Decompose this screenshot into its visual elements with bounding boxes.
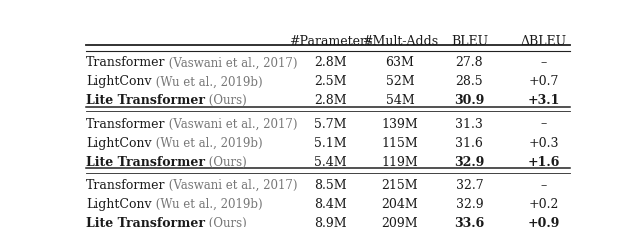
Text: LightConv: LightConv <box>86 197 152 210</box>
Text: 31.6: 31.6 <box>456 136 483 149</box>
Text: 2.8M: 2.8M <box>314 94 347 107</box>
Text: 115M: 115M <box>381 136 419 149</box>
Text: (Wu et al., 2019b): (Wu et al., 2019b) <box>152 75 262 88</box>
Text: +0.2: +0.2 <box>529 197 559 210</box>
Text: –: – <box>541 178 547 191</box>
Text: 30.9: 30.9 <box>454 94 484 107</box>
Text: (Wu et al., 2019b): (Wu et al., 2019b) <box>152 136 262 149</box>
Text: Lite Transformer: Lite Transformer <box>86 155 205 168</box>
Text: +0.3: +0.3 <box>529 136 559 149</box>
Text: BLEU: BLEU <box>451 35 488 48</box>
Text: 215M: 215M <box>381 178 418 191</box>
Text: Lite Transformer: Lite Transformer <box>86 216 205 227</box>
Text: 31.3: 31.3 <box>456 117 483 130</box>
Text: #Mult-Adds: #Mult-Adds <box>362 35 438 48</box>
Text: #Parameters: #Parameters <box>289 35 372 48</box>
Text: LightConv: LightConv <box>86 75 152 88</box>
Text: –: – <box>541 117 547 130</box>
Text: LightConv: LightConv <box>86 136 152 149</box>
Text: 52M: 52M <box>386 75 414 88</box>
Text: Transformer: Transformer <box>86 56 166 69</box>
Text: 8.5M: 8.5M <box>314 178 347 191</box>
Text: +0.9: +0.9 <box>527 216 560 227</box>
Text: (Vaswani et al., 2017): (Vaswani et al., 2017) <box>166 56 298 69</box>
Text: 209M: 209M <box>381 216 418 227</box>
Text: 54M: 54M <box>385 94 414 107</box>
Text: 32.9: 32.9 <box>456 197 483 210</box>
Text: 8.9M: 8.9M <box>314 216 347 227</box>
Text: 33.6: 33.6 <box>454 216 484 227</box>
Text: 5.1M: 5.1M <box>314 136 347 149</box>
Text: 139M: 139M <box>381 117 419 130</box>
Text: 32.7: 32.7 <box>456 178 483 191</box>
Text: +1.6: +1.6 <box>527 155 560 168</box>
Text: 5.7M: 5.7M <box>314 117 347 130</box>
Text: 2.5M: 2.5M <box>314 75 347 88</box>
Text: ΔBLEU: ΔBLEU <box>521 35 567 48</box>
Text: (Wu et al., 2019b): (Wu et al., 2019b) <box>152 197 262 210</box>
Text: (Vaswani et al., 2017): (Vaswani et al., 2017) <box>166 117 298 130</box>
Text: (Ours): (Ours) <box>205 94 246 107</box>
Text: 204M: 204M <box>381 197 419 210</box>
Text: Transformer: Transformer <box>86 117 166 130</box>
Text: 2.8M: 2.8M <box>314 56 347 69</box>
Text: Lite Transformer: Lite Transformer <box>86 94 205 107</box>
Text: +3.1: +3.1 <box>527 94 560 107</box>
Text: 28.5: 28.5 <box>456 75 483 88</box>
Text: 63M: 63M <box>385 56 414 69</box>
Text: 32.9: 32.9 <box>454 155 484 168</box>
Text: (Ours): (Ours) <box>205 216 246 227</box>
Text: Transformer: Transformer <box>86 178 166 191</box>
Text: +0.7: +0.7 <box>529 75 559 88</box>
Text: 119M: 119M <box>381 155 419 168</box>
Text: (Vaswani et al., 2017): (Vaswani et al., 2017) <box>166 178 298 191</box>
Text: 27.8: 27.8 <box>456 56 483 69</box>
Text: 8.4M: 8.4M <box>314 197 347 210</box>
Text: 5.4M: 5.4M <box>314 155 347 168</box>
Text: –: – <box>541 56 547 69</box>
Text: (Ours): (Ours) <box>205 155 246 168</box>
